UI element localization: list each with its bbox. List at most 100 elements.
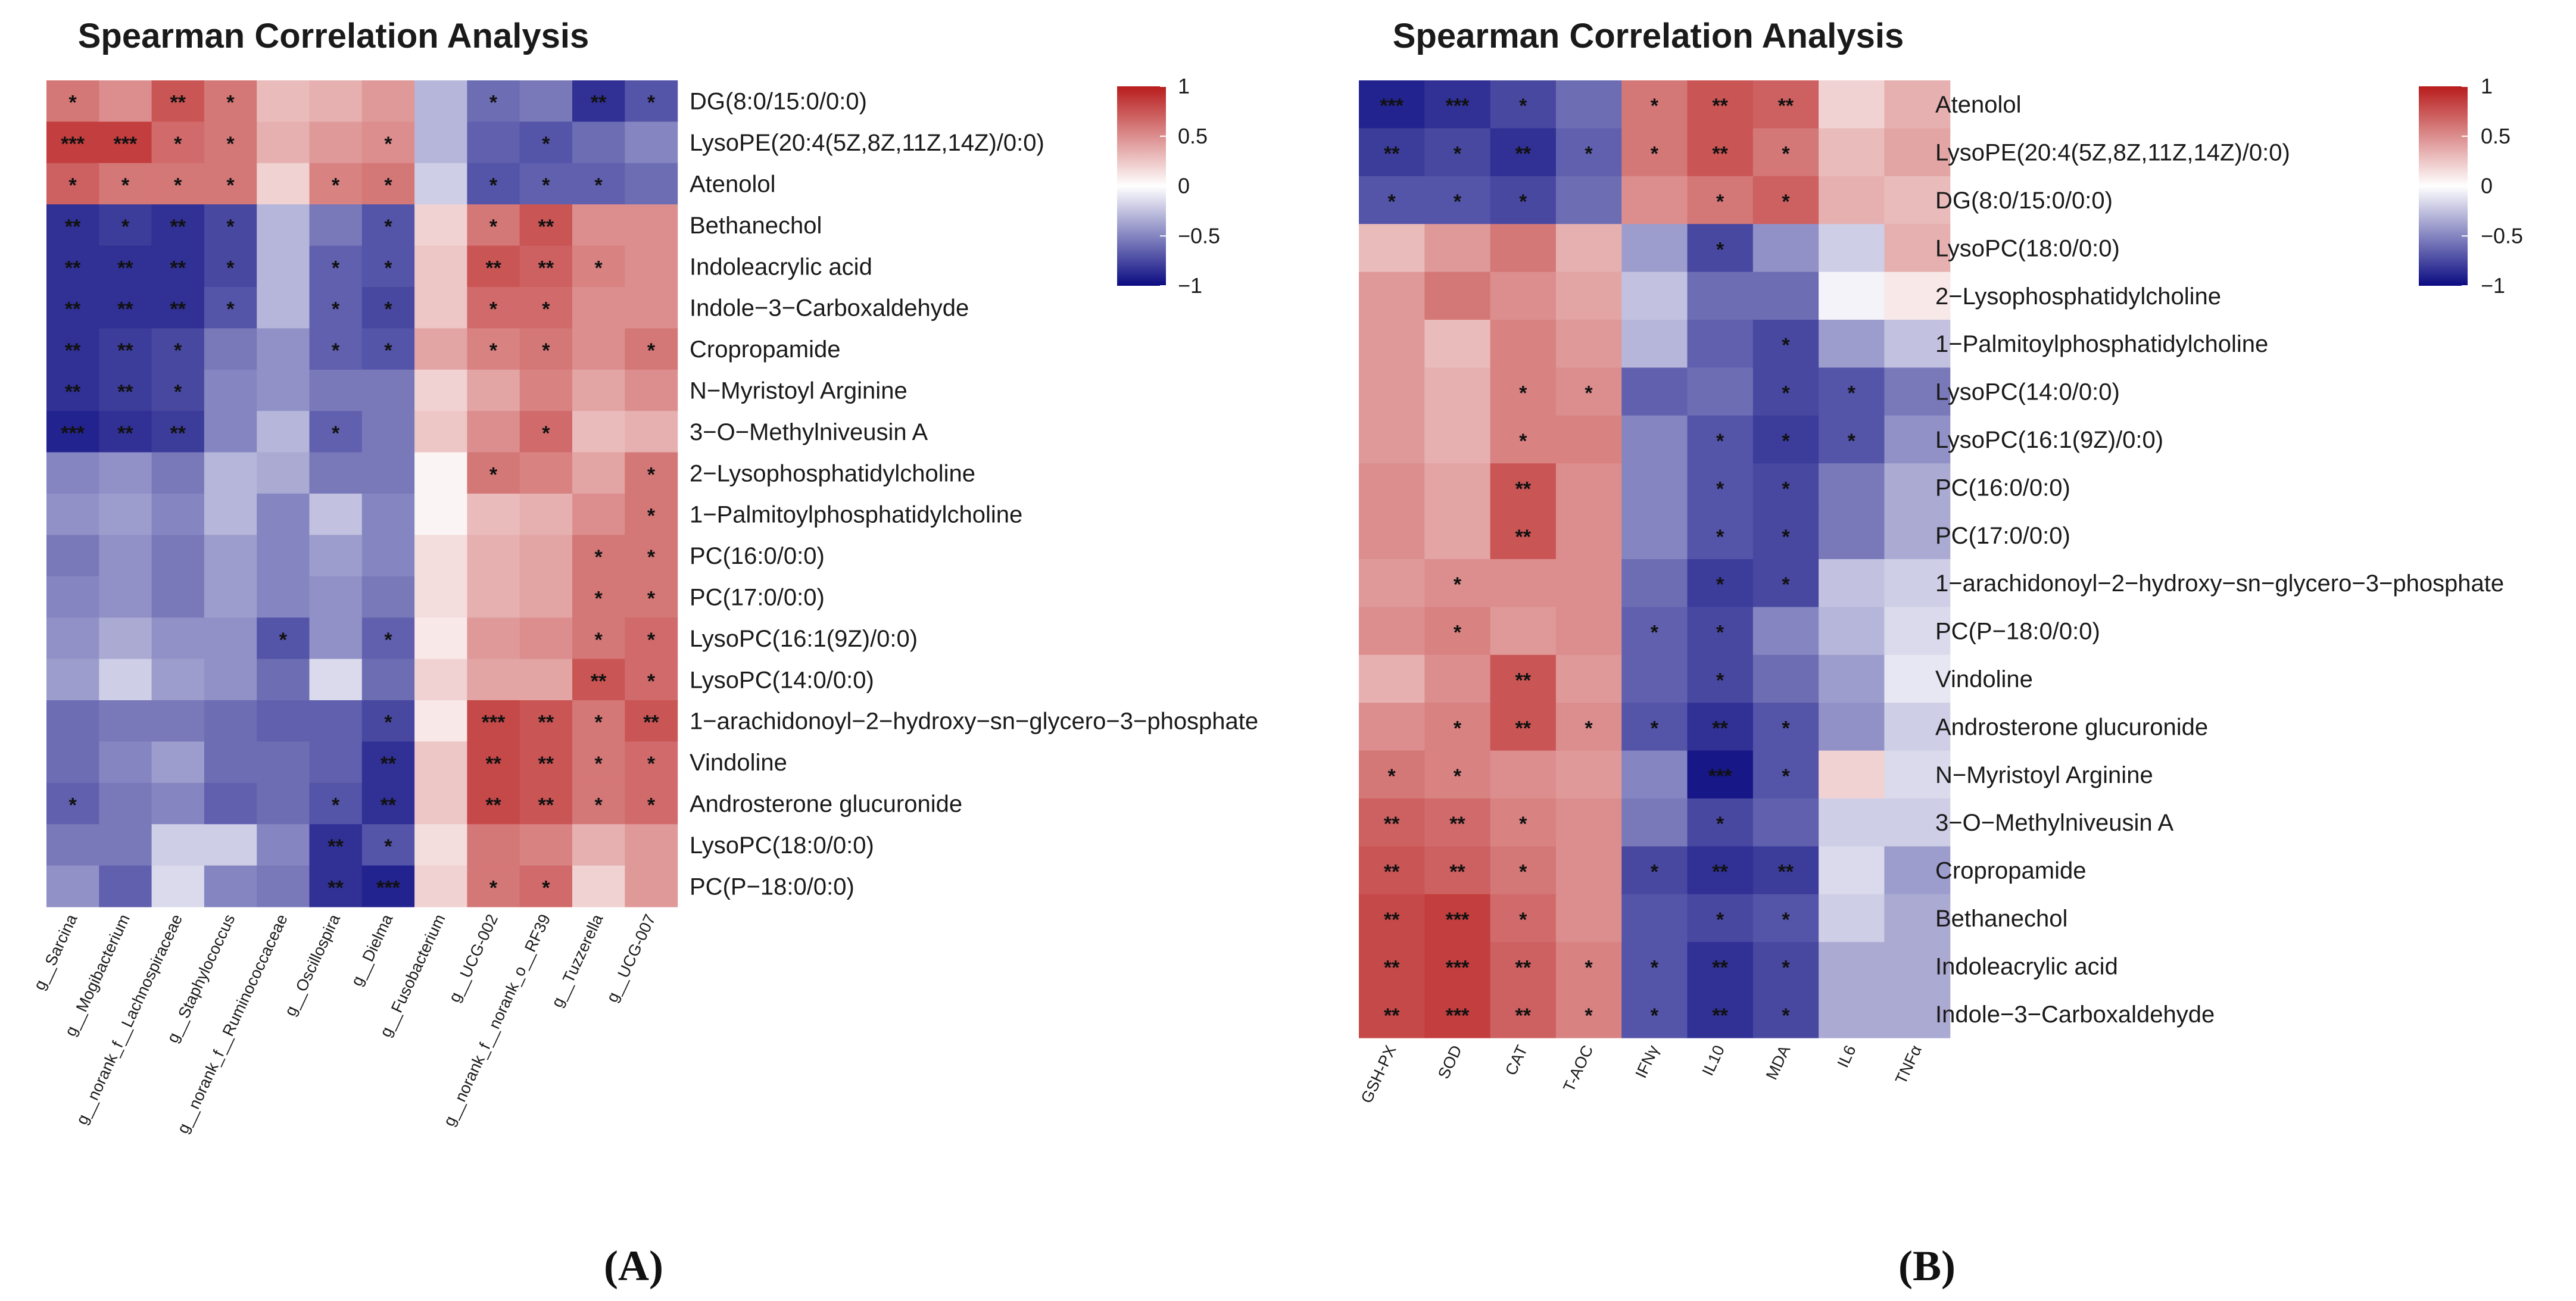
heatmap-cell: [1621, 942, 1688, 991]
heatmap-cell: [99, 287, 152, 329]
heatmap-cell: [257, 824, 310, 866]
row-label: Cropropamide: [1935, 858, 2086, 884]
heatmap-cell: [1752, 798, 1819, 847]
significance-marks: ****************************************…: [61, 92, 659, 900]
heatmap-cell: [414, 121, 467, 164]
heatmap-cell: [1884, 703, 1951, 751]
heatmap-cell: [361, 576, 415, 618]
heatmap-cell: [204, 287, 257, 329]
heatmap-cell: [414, 576, 467, 618]
heatmap-cell: [46, 782, 99, 825]
significance-mark: *: [1585, 956, 1593, 979]
significance-mark: *: [489, 92, 498, 114]
significance-mark: *: [1782, 1004, 1790, 1027]
color-legend: 1 0.5 0 −0.5 −1: [2419, 74, 2523, 298]
heatmap-cell: [467, 328, 520, 370]
heatmap-cell: [1424, 703, 1491, 751]
column-label: g__Tuzzerella: [548, 911, 607, 1010]
heatmap-cell: [1555, 80, 1622, 129]
heatmap-cell: [1819, 750, 1885, 799]
significance-mark: *: [542, 422, 550, 445]
significance-mark: **: [1384, 861, 1400, 884]
heatmap-cell: [1884, 128, 1951, 177]
heatmap-cell: [257, 617, 310, 660]
heatmap-cells: [1359, 80, 1951, 1038]
heatmap-cell: [467, 163, 520, 205]
significance-mark: *: [489, 339, 498, 362]
heatmap-cell: [1687, 894, 1754, 943]
heatmap-cell: [519, 659, 573, 701]
heatmap-cell: [257, 865, 310, 907]
significance-mark: *: [1651, 1004, 1659, 1027]
heatmap-cell: [572, 328, 625, 370]
heatmap-cell: [1359, 990, 1425, 1038]
heatmap-cell: [414, 163, 467, 205]
column-label: g__Sarcina: [30, 911, 81, 993]
heatmap-cell: [309, 204, 363, 247]
heatmap-cell: [625, 535, 678, 577]
heatmap-cell: [257, 411, 310, 453]
heatmap-cell: [1555, 654, 1622, 703]
heatmap-cell: [1819, 511, 1885, 560]
heatmap-cell: [309, 494, 363, 535]
heatmap-cell: [151, 865, 205, 907]
heatmap-cell: [572, 121, 625, 164]
row-label: Vindoline: [1935, 666, 2033, 692]
heatmap-cell: [1359, 703, 1425, 751]
heatmap-cell: [257, 576, 310, 618]
heatmap-cell: [467, 80, 520, 122]
significance-mark: *: [595, 629, 603, 651]
significance-mark: ***: [1446, 1004, 1470, 1027]
significance-mark: *: [384, 257, 392, 279]
heatmap-cell: [414, 741, 467, 784]
heatmap-cell: [1359, 320, 1425, 368]
row-label: LysoPC(18:0/0:0): [690, 832, 874, 859]
heatmap-cell: [361, 328, 415, 370]
significance-mark: *: [1519, 861, 1527, 884]
legend-tick-label: 0: [2481, 174, 2493, 198]
significance-mark: *: [489, 298, 498, 321]
significance-mark: *: [174, 174, 182, 197]
heatmap-cell: [309, 328, 363, 370]
significance-mark: **: [381, 753, 397, 775]
heatmap-cell: [1359, 224, 1425, 273]
row-label: LysoPC(16:1(9Z)/0:0): [1935, 427, 2163, 453]
heatmap-cell: [1424, 846, 1491, 895]
column-label: g__norank_f__norank_o__RF39: [440, 912, 554, 1129]
significance-mark: *: [384, 298, 392, 321]
heatmap-cell: [1884, 846, 1951, 895]
heatmap-cell: [151, 80, 205, 122]
heatmap-cell: [257, 369, 310, 411]
significance-mark: *: [647, 670, 656, 692]
significance-mark: **: [1778, 95, 1794, 117]
heatmap-cell: [572, 452, 625, 494]
heatmap-cell: [1884, 320, 1951, 368]
heatmap-cell: [1359, 272, 1425, 320]
heatmap-cell: [572, 80, 625, 122]
heatmap-cell: [361, 121, 415, 164]
column-label: g__UCG-002: [445, 912, 501, 1005]
heatmap-cell: [1359, 607, 1425, 656]
heatmap-cell: [467, 452, 520, 494]
heatmap-cell: [1819, 559, 1885, 607]
heatmap-cell: [309, 287, 363, 329]
significance-mark: ***: [482, 712, 506, 734]
row-label: Indole−3−Carboxaldehyde: [690, 295, 969, 322]
heatmap-cell: [257, 741, 310, 784]
significance-mark: **: [117, 298, 133, 321]
heatmap-cell: [1424, 750, 1491, 799]
heatmap-cell: [1621, 894, 1688, 943]
heatmap-cell: [1752, 224, 1819, 273]
color-legend: 1 0.5 0 −0.5 −1: [1117, 74, 1220, 298]
heatmap-cell: [572, 494, 625, 535]
significance-mark: ***: [1446, 95, 1470, 117]
significance-mark: **: [65, 216, 81, 238]
heatmap-cell: [572, 245, 625, 288]
significance-mark: *: [1651, 717, 1659, 740]
significance-mark: *: [1782, 956, 1790, 979]
heatmap-cell: [414, 411, 467, 453]
heatmap-cell: [1621, 415, 1688, 464]
legend-tick-label: 0.5: [1178, 124, 1208, 148]
row-label: Indoleacrylic acid: [1935, 953, 2118, 979]
heatmap-cell: [46, 535, 99, 577]
